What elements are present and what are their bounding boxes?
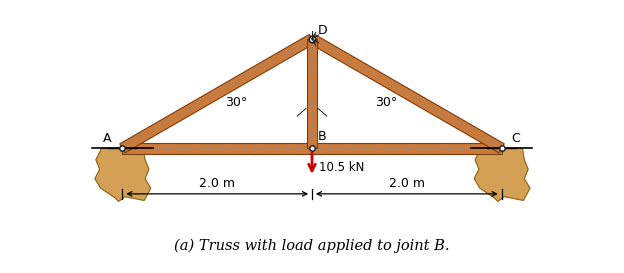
- Polygon shape: [122, 143, 502, 154]
- Polygon shape: [310, 34, 504, 153]
- Text: A: A: [102, 132, 111, 145]
- Text: B: B: [318, 130, 326, 143]
- Text: 2.0 m: 2.0 m: [199, 177, 235, 190]
- Text: 10.5 kN: 10.5 kN: [319, 161, 364, 174]
- Polygon shape: [307, 39, 317, 148]
- Polygon shape: [95, 148, 151, 201]
- Polygon shape: [120, 34, 314, 153]
- Text: 30°: 30°: [225, 96, 247, 109]
- Text: C: C: [511, 132, 520, 145]
- Text: 30°: 30°: [375, 96, 397, 109]
- Text: (a) Truss with load applied to joint B.: (a) Truss with load applied to joint B.: [174, 238, 450, 253]
- Text: D: D: [318, 24, 328, 37]
- Text: 2.0 m: 2.0 m: [389, 177, 425, 190]
- Polygon shape: [474, 148, 530, 201]
